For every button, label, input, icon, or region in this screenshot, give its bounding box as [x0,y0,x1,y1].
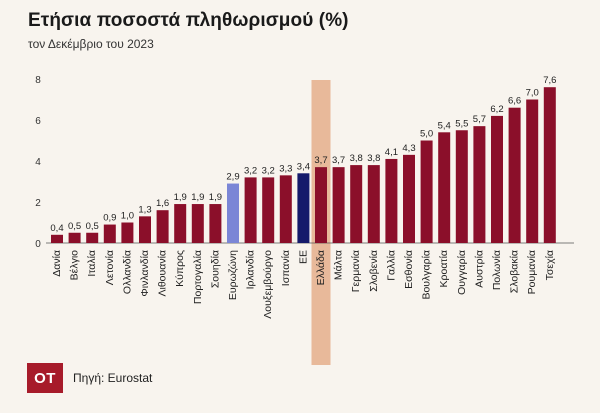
value-label: 3,4 [297,161,310,172]
bar [174,204,187,243]
bar [508,107,521,243]
bar [103,224,116,243]
category-label: Ουγγαρία [456,250,468,295]
category-label: Πολωνία [491,250,503,290]
category-label: Βουλγαρία [421,250,433,300]
bar [332,167,345,243]
value-label: 5,5 [455,118,468,129]
bar [385,158,398,243]
bar [156,210,169,243]
bar [491,115,503,243]
chart-subtitle: τον Δεκέμβριο του 2023 [28,37,154,51]
category-label: Ιρλανδία [245,250,257,289]
value-label: 1,0 [121,211,134,222]
y-tick-label: 6 [35,116,41,127]
bar [403,154,415,243]
value-label: 3,2 [262,165,275,176]
bar [139,216,151,243]
bar [121,222,134,243]
value-label: 1,3 [138,204,151,215]
value-label: 1,9 [209,192,222,203]
bar [279,175,292,243]
category-label: Βέλγιο [69,250,81,281]
category-label: Σλοβακία [509,250,521,293]
bar [209,204,222,243]
value-label: 0,5 [86,221,99,232]
category-label: Λουξεμβούργο [262,250,274,319]
category-label: ΕΕ [297,250,309,264]
category-label: Ευρωζώνη [227,250,239,300]
category-label: Σλοβενία [368,250,380,292]
bar [420,140,433,243]
category-label: Αυστρία [473,250,485,288]
category-label: Φινλανδία [139,250,151,297]
value-label: 3,8 [350,153,363,164]
y-tick-label: 2 [35,198,41,209]
bar [473,126,486,243]
value-label: 3,8 [367,153,380,164]
category-label: Σουηδία [209,250,221,288]
bar [526,99,539,243]
bar [86,232,99,243]
value-label: 1,6 [156,198,169,209]
value-label: 0,4 [50,223,63,234]
category-label: Λιθουανία [157,250,169,297]
value-label: 5,7 [473,114,486,125]
bar [51,234,63,243]
y-tick-label: 8 [35,75,41,86]
y-tick-label: 0 [35,239,41,250]
source-note: Πηγή: Eurostat [73,371,153,385]
value-label: 3,2 [244,165,257,176]
category-label: Τσεχία [544,250,556,280]
value-label: 1,9 [191,192,204,203]
bar [350,165,363,243]
value-label: 5,0 [420,129,433,140]
value-label: 0,9 [103,213,116,224]
bar [227,183,239,243]
chart-title: Ετήσια ποσοστά πληθωρισμού (%) [28,10,349,31]
category-label: Κροατία [438,250,450,287]
category-label: Εσθονία [403,250,415,289]
category-label: Ολλανδία [121,250,133,294]
value-label: 6,2 [490,104,503,115]
category-label: Δανία [51,250,63,277]
category-label: Ιταλία [86,250,98,277]
value-label: 7,0 [526,88,539,99]
bar [315,167,327,243]
value-label: 6,6 [508,96,521,107]
category-label: Μάλτα [333,250,345,280]
bar [68,232,81,243]
value-label: 3,3 [279,163,292,174]
bar [455,130,468,243]
value-label: 4,3 [402,143,415,154]
category-label: Γερμανία [350,250,362,292]
category-label: Πορτογαλία [192,250,204,304]
value-label: 5,4 [438,120,451,131]
value-label: 1,9 [174,192,187,203]
category-label: Ρουμανία [526,250,538,294]
bar [438,132,451,243]
y-tick-label: 4 [35,157,41,168]
category-label: Κύπρος [174,250,186,287]
ot-logo: ΟΤ [27,363,63,393]
value-label: 0,5 [68,221,81,232]
bar [244,177,257,243]
category-label: Λετονία [104,250,116,285]
value-label: 7,6 [543,75,556,86]
bar [543,87,556,243]
value-label: 4,1 [385,147,398,158]
bar [297,173,310,243]
bar [367,165,380,243]
category-label: Γαλλία [385,250,397,281]
category-label: Ισπανία [280,250,292,286]
bar [191,204,204,243]
value-label: 2,9 [226,172,239,183]
value-label: 3,7 [314,155,327,166]
value-label: 3,7 [332,155,345,166]
category-label: Ελλάδα [315,250,327,285]
bar [262,177,275,243]
